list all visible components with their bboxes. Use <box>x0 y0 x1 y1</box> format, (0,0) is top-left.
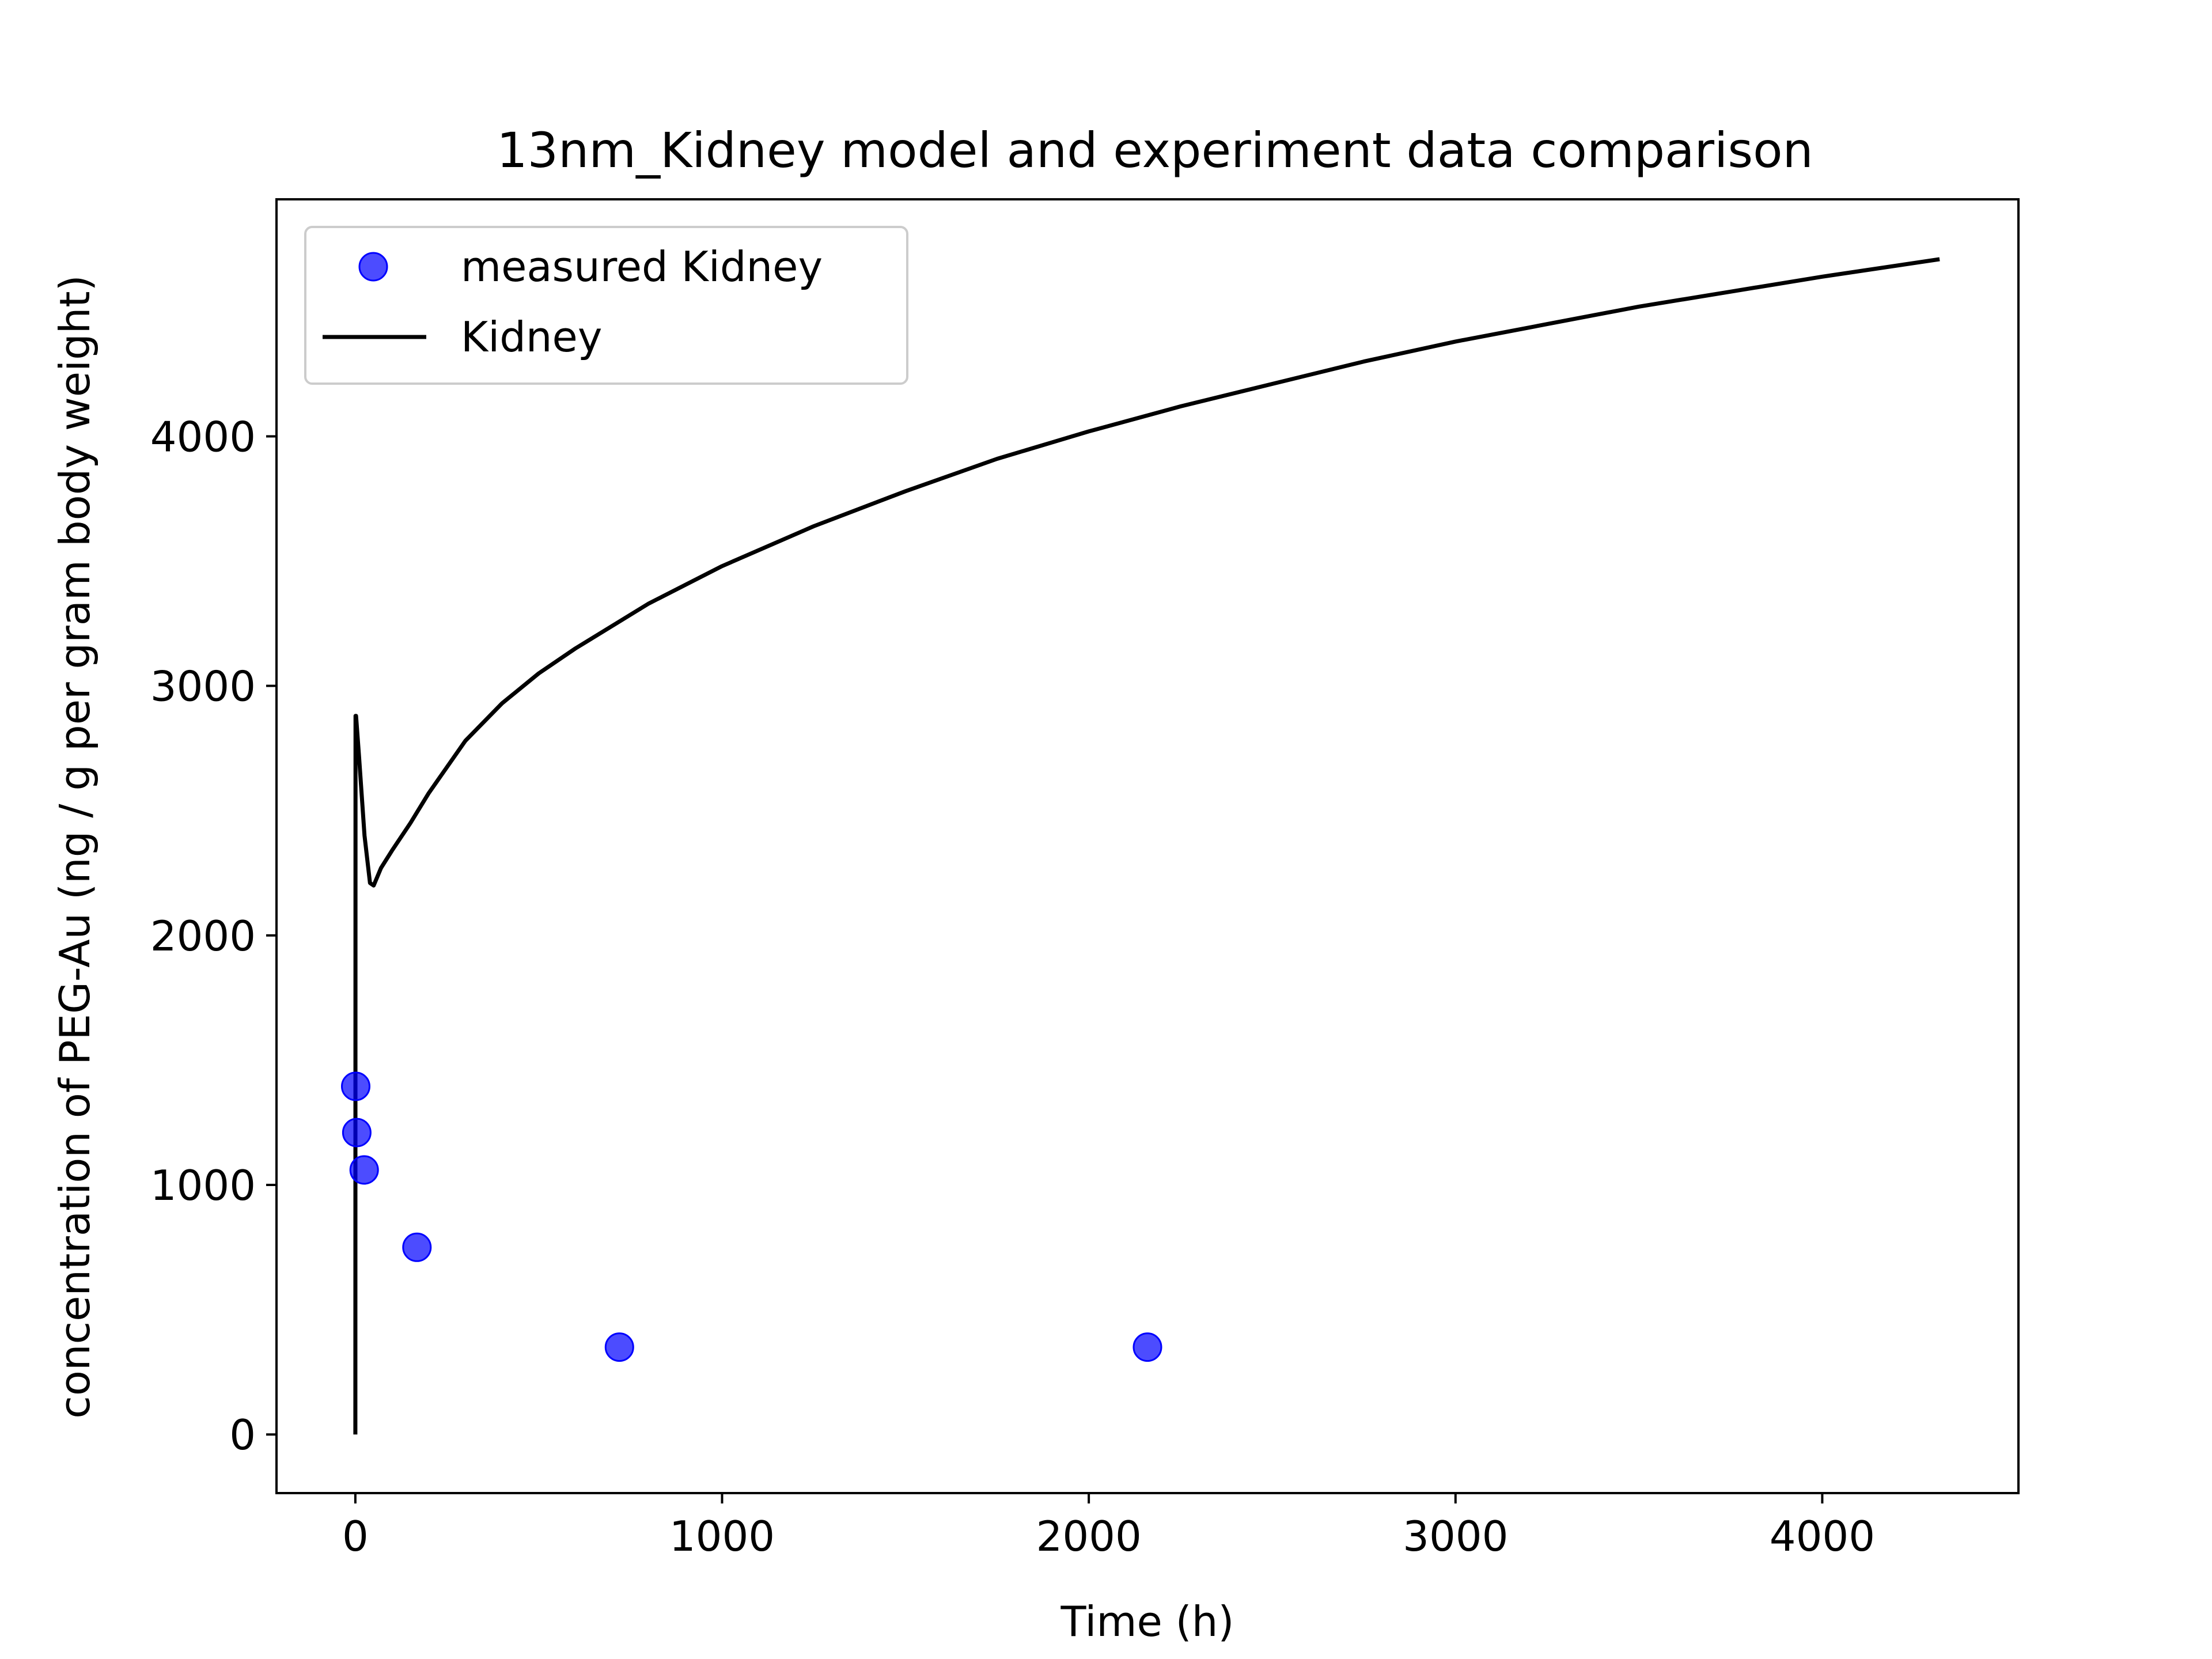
measured-kidney-point <box>1132 1332 1162 1362</box>
measured-kidney-point <box>402 1232 432 1262</box>
legend-marker-measured-kidney <box>358 252 388 282</box>
x-tick-label: 1000 <box>669 1512 775 1560</box>
legend-label-kidney: Kidney <box>461 313 602 361</box>
x-tick-label: 0 <box>342 1512 369 1560</box>
y-tick-label: 4000 <box>150 413 256 461</box>
y-tick-label: 2000 <box>150 912 256 960</box>
kidney-model-line <box>353 257 1940 1435</box>
y-axis-ticks: 0 1000 2000 3000 4000 <box>150 413 276 1459</box>
x-tick-label: 4000 <box>1770 1512 1875 1560</box>
x-tick-label: 2000 <box>1036 1512 1142 1560</box>
plot-frame <box>275 198 2020 1494</box>
x-tick-label: 3000 <box>1403 1512 1508 1560</box>
legend-box <box>304 226 908 385</box>
measured-points-layer <box>341 1071 1162 1362</box>
model-line-layer <box>353 257 1940 1435</box>
x-axis-ticks: 0 1000 2000 3000 4000 <box>342 1493 1875 1560</box>
y-tick-label: 0 <box>229 1411 256 1459</box>
measured-kidney-point <box>349 1155 379 1185</box>
x-axis-label: Time (h) <box>1060 1597 1234 1646</box>
chart-title: 13nm_Kidney model and experiment data co… <box>497 122 1813 179</box>
y-axis-label: concentration of PEG-Au (ng / g per gram… <box>51 275 99 1418</box>
legend: measured Kidney Kidney <box>304 226 908 385</box>
legend-label-measured-kidney: measured Kidney <box>461 243 823 291</box>
y-tick-label: 1000 <box>150 1161 256 1210</box>
measured-kidney-point <box>341 1071 370 1101</box>
plot-area: 0 1000 2000 3000 4000 0 1000 2000 3000 4000 <box>150 198 2020 1560</box>
measured-kidney-point <box>604 1332 634 1362</box>
y-tick-label: 3000 <box>150 662 256 711</box>
measured-kidney-point <box>342 1118 372 1147</box>
